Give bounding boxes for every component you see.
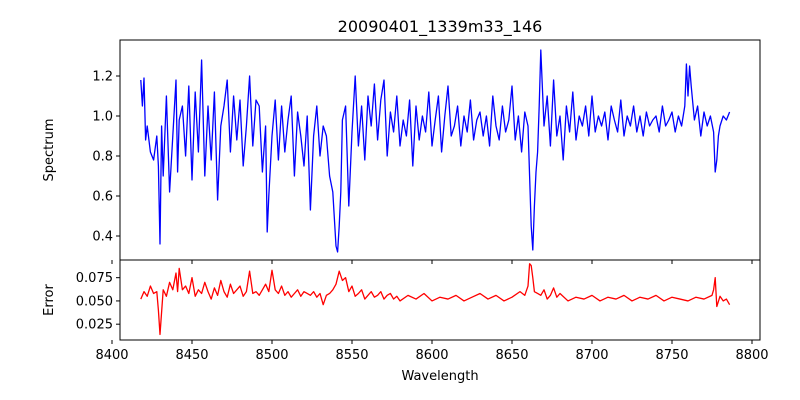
error-y-axis-label: Error	[42, 284, 57, 316]
spectrum-y-axis-label: Spectrum	[42, 119, 57, 182]
spectrum-y-tick-label: 1.0	[92, 110, 113, 125]
error-y-ticks: 0.025 0.050 0.075	[76, 271, 120, 333]
x-tick-label: 8800	[735, 348, 768, 363]
x-tick-label: 8550	[335, 348, 368, 363]
error-axes-frame	[119, 259, 761, 341]
spectrum-y-tick-label: 0.6	[92, 190, 113, 205]
x-tick-label: 8750	[655, 348, 688, 363]
spectrum-y-tick-label: 1.2	[92, 70, 113, 85]
error-y-tick-label: 0.025	[76, 318, 113, 333]
x-tick-label: 8400	[95, 348, 128, 363]
x-tick-label: 8500	[255, 348, 288, 363]
error-line	[140, 263, 731, 336]
chart-title: 20090401_1339m33_146	[338, 17, 543, 37]
error-series	[140, 263, 731, 336]
spectrum-panel: 0.4 0.6 0.8 1.0 1.2 Spectrum	[42, 39, 761, 264]
spectrum-y-tick-label: 0.8	[92, 150, 113, 165]
x-tick-label: 8700	[575, 348, 608, 363]
spectrum-y-ticks: 0.4 0.6 0.8 1.0 1.2	[92, 70, 120, 245]
spectrum-x-ticks	[111, 260, 753, 264]
spectrum-line	[140, 49, 731, 253]
spectrum-series	[140, 49, 731, 253]
x-axis-label: Wavelength	[401, 369, 478, 384]
x-tick-label: 8450	[175, 348, 208, 363]
error-x-ticks: 8400 8450 8500 8550 8600 8650 8700 8750 8800	[95, 340, 769, 363]
error-y-tick-label: 0.050	[76, 294, 113, 309]
x-tick-label: 8650	[495, 348, 528, 363]
error-y-tick-label: 0.075	[76, 271, 113, 286]
x-tick-label: 8600	[415, 348, 448, 363]
spectrum-y-tick-label: 0.4	[92, 230, 113, 245]
error-panel: 0.025 0.050 0.075 8400 8450 8500 8550 8600 8650…	[42, 259, 769, 384]
